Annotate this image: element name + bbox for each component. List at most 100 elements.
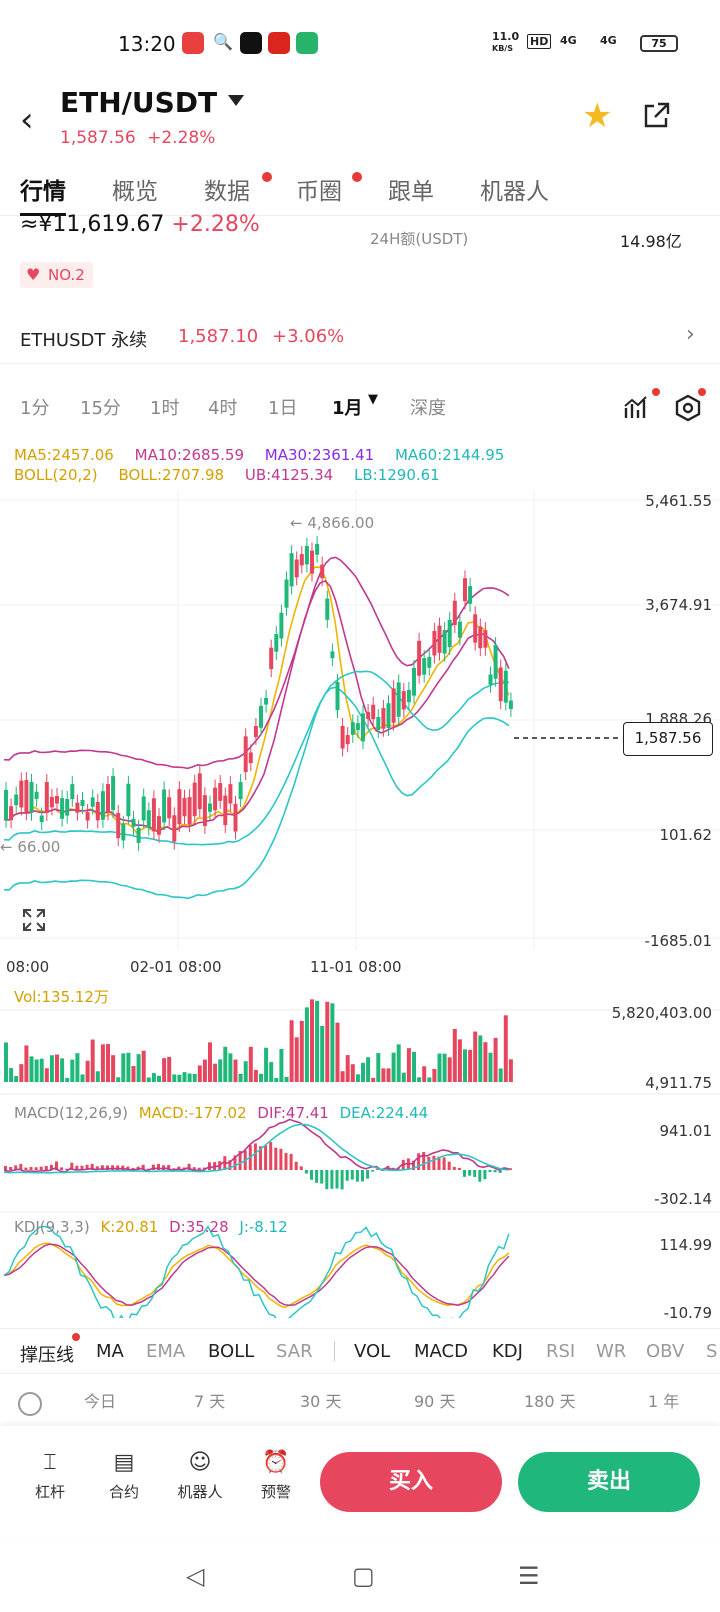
interval-1h[interactable]: 1时 (150, 398, 180, 419)
ind-boll[interactable]: BOLL (208, 1341, 255, 1362)
info-icon[interactable] (18, 1392, 42, 1416)
tab-coin-circle[interactable]: 币圈 (296, 179, 342, 205)
volume-bar (70, 1059, 75, 1082)
buy-button[interactable]: 买入 (320, 1452, 502, 1512)
interval-dropdown-icon[interactable]: ▼ (368, 392, 378, 407)
period-180d[interactable]: 180 天 (524, 1392, 576, 1411)
macd-histogram-bar (488, 1170, 492, 1173)
favorite-star-icon[interactable]: ★ (582, 96, 613, 136)
interval-1mo[interactable]: 1月 (332, 398, 363, 419)
mcdonalds-icon (268, 32, 290, 54)
kdj-max: 114.99 (659, 1236, 713, 1254)
volume-bar (243, 1061, 248, 1082)
robot-icon: ☺ (188, 1450, 212, 1475)
ind-sar[interactable]: SAR (276, 1341, 313, 1362)
candle (447, 619, 452, 648)
nav-back-icon[interactable]: ◁ (186, 1562, 205, 1590)
kline-chart[interactable] (0, 478, 720, 1318)
volume-bar (167, 1056, 172, 1082)
candle (355, 723, 360, 731)
candle (335, 681, 340, 711)
volume-bar (106, 1044, 110, 1082)
alert-button[interactable]: ⏰ 预警 (246, 1450, 306, 1502)
ma60-line (3, 670, 509, 846)
candle (223, 795, 228, 826)
period-30d[interactable]: 30 天 (300, 1392, 342, 1411)
ind-obv[interactable]: OBV (646, 1341, 685, 1362)
ind-vol[interactable]: VOL (354, 1341, 391, 1362)
tab-data[interactable]: 数据 (204, 179, 250, 205)
volume-bar (248, 1046, 253, 1082)
ma5-value: MA5:2457.06 (14, 446, 114, 464)
battery-icon: 75 (640, 35, 678, 52)
macd-histogram-bar (197, 1167, 201, 1170)
tab-market[interactable]: 行情 (20, 172, 66, 216)
macd-histogram-bar (310, 1170, 313, 1180)
hd-icon: HD (527, 34, 552, 49)
candle (121, 823, 126, 841)
volume-bar (100, 1044, 105, 1082)
nav-home-icon[interactable]: ▢ (352, 1562, 375, 1590)
candle (330, 651, 335, 659)
interval-1m[interactable]: 1分 (20, 398, 50, 419)
tab-robot[interactable]: 机器人 (480, 179, 549, 205)
macd-histogram-bar (269, 1141, 273, 1170)
time-axis-1: 08:00 (6, 958, 50, 976)
robot-button[interactable]: ☺ 机器人 (170, 1450, 230, 1502)
macd-histogram-bar (473, 1170, 477, 1177)
main-tabs: 行情 概览 数据 币圈 跟单 机器人 (0, 164, 720, 216)
notification-dot (72, 1333, 80, 1341)
candle (75, 802, 80, 813)
macd-histogram-bar (294, 1161, 298, 1170)
volume-bar (463, 1049, 467, 1082)
back-icon[interactable]: ‹ (20, 100, 34, 140)
pair-title[interactable]: ETH/USDT (60, 86, 218, 119)
ind-support-resistance[interactable]: 撑压线 (20, 1345, 74, 1366)
candle (172, 815, 177, 842)
interval-depth[interactable]: 深度 (410, 398, 446, 419)
ind-wr[interactable]: WR (596, 1341, 627, 1362)
volume-bar (452, 1028, 457, 1082)
ind-s[interactable]: S (706, 1341, 718, 1362)
ind-ema[interactable]: EMA (146, 1341, 186, 1362)
macd-histogram-bar (116, 1165, 120, 1170)
macd-histogram-bar (345, 1170, 349, 1181)
candle (34, 791, 39, 799)
interval-1d[interactable]: 1日 (268, 398, 298, 419)
nav-menu-icon[interactable]: ☰ (518, 1562, 540, 1590)
sell-button[interactable]: 卖出 (518, 1452, 700, 1512)
macd-histogram-bar (121, 1165, 125, 1170)
period-today[interactable]: 今日 (84, 1392, 117, 1411)
chart-type-icon[interactable] (622, 394, 650, 422)
kdj-k-line (3, 1242, 510, 1309)
tab-overview[interactable]: 概览 (112, 179, 158, 205)
ind-kdj[interactable]: KDJ (492, 1341, 523, 1362)
contract-button[interactable]: ▤ 合约 (94, 1450, 154, 1502)
share-icon[interactable] (640, 100, 672, 132)
period-1y[interactable]: 1 年 (648, 1392, 680, 1411)
candle (457, 621, 462, 638)
pair-dropdown-icon[interactable] (228, 95, 244, 106)
tab-copy-trade[interactable]: 跟单 (388, 179, 434, 205)
interval-15m[interactable]: 15分 (80, 398, 121, 419)
candle (381, 707, 386, 729)
ind-rsi[interactable]: RSI (546, 1341, 576, 1362)
perpetual-row[interactable]: ETHUSDT 永续 1,587.10 +3.06% › (0, 312, 720, 364)
ind-macd[interactable]: MACD (414, 1341, 468, 1362)
volume-bar (157, 1075, 161, 1082)
candle (187, 797, 192, 825)
candle (442, 630, 447, 654)
volume-bar (483, 1042, 488, 1082)
interval-4h[interactable]: 4时 (208, 398, 238, 419)
period-90d[interactable]: 90 天 (414, 1392, 456, 1411)
period-7d[interactable]: 7 天 (194, 1392, 226, 1411)
leverage-button[interactable]: ⌶ 杠杆 (20, 1450, 80, 1502)
fullscreen-icon[interactable] (22, 908, 46, 932)
axis-label-2: 3,674.91 (645, 596, 712, 614)
macd-histogram-bar (279, 1148, 283, 1170)
volume-bar (320, 1025, 325, 1082)
ind-ma[interactable]: MA (96, 1341, 124, 1362)
settings-icon[interactable] (674, 394, 702, 422)
candle (197, 773, 202, 810)
candle (55, 796, 59, 804)
